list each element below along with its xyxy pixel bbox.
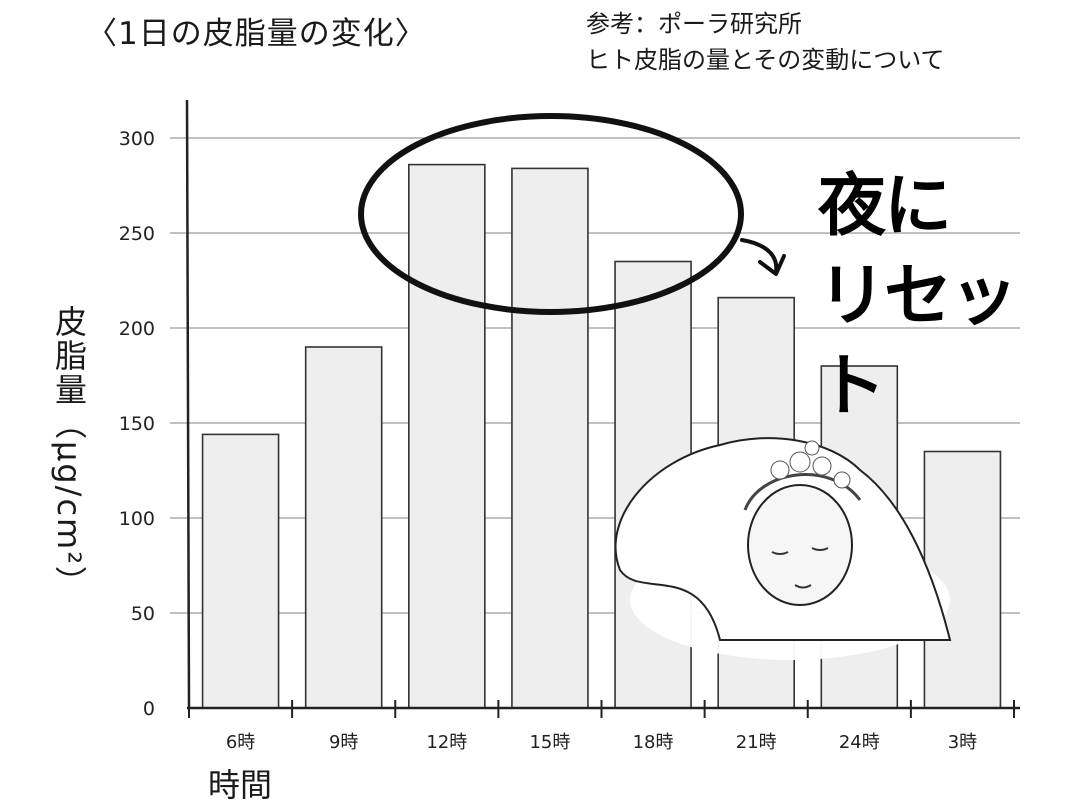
highlight-ellipse (358, 113, 744, 315)
bar-15時 (511, 167, 589, 709)
x-axis-label: 時間 (208, 766, 273, 804)
source-line-2: ヒト皮脂の量とその変動について (586, 46, 945, 74)
y-tick-label: 200 (119, 318, 155, 340)
arrowhead-icon (758, 254, 786, 276)
y-axis-line (185, 99, 191, 709)
x-tick-labels: 6時 9時 12時 15時 18時 21時 24時 3時 (188, 700, 1015, 753)
callout-line-1: 夜に (818, 167, 952, 246)
shampoo-person-illustration (614, 437, 952, 660)
x-tick-label: 12時 (426, 732, 467, 753)
y-tick-label: 250 (119, 223, 155, 245)
chart-title: 〈1日の皮脂量の変化〉 (86, 16, 427, 52)
x-tick-label: 6時 (226, 732, 255, 753)
y-tick-labels: 0 50 100 150 200 250 300 (119, 128, 155, 720)
arrow-icon (740, 238, 779, 274)
callout-line-2: リセット (818, 257, 1018, 426)
y-axis-label: 皮脂量（μg/cm²） (50, 305, 88, 601)
axes (185, 99, 1020, 710)
x-tick-label: 9時 (329, 732, 358, 753)
x-tick-label: 15時 (529, 732, 570, 753)
y-tick-label: 50 (131, 603, 155, 625)
source-note: 参考：ポーラ研究所 ヒト皮脂の量とその変動について (586, 6, 945, 78)
x-tick-label: 18時 (633, 732, 674, 753)
reset-callout: 夜に リセット (818, 162, 1079, 432)
y-tick-label: 300 (119, 128, 155, 150)
source-line-1: 参考：ポーラ研究所 (586, 10, 802, 38)
bar-6時 (201, 433, 280, 709)
y-tick-label: 0 (143, 698, 155, 720)
x-tick-label: 24時 (839, 732, 880, 753)
y-tick-label: 100 (119, 508, 155, 530)
bar-9時 (304, 346, 383, 709)
x-tick-label: 21時 (736, 732, 777, 753)
bar-12時 (408, 163, 486, 709)
y-tick-label: 150 (119, 413, 155, 435)
x-tick-label: 3時 (948, 732, 977, 753)
